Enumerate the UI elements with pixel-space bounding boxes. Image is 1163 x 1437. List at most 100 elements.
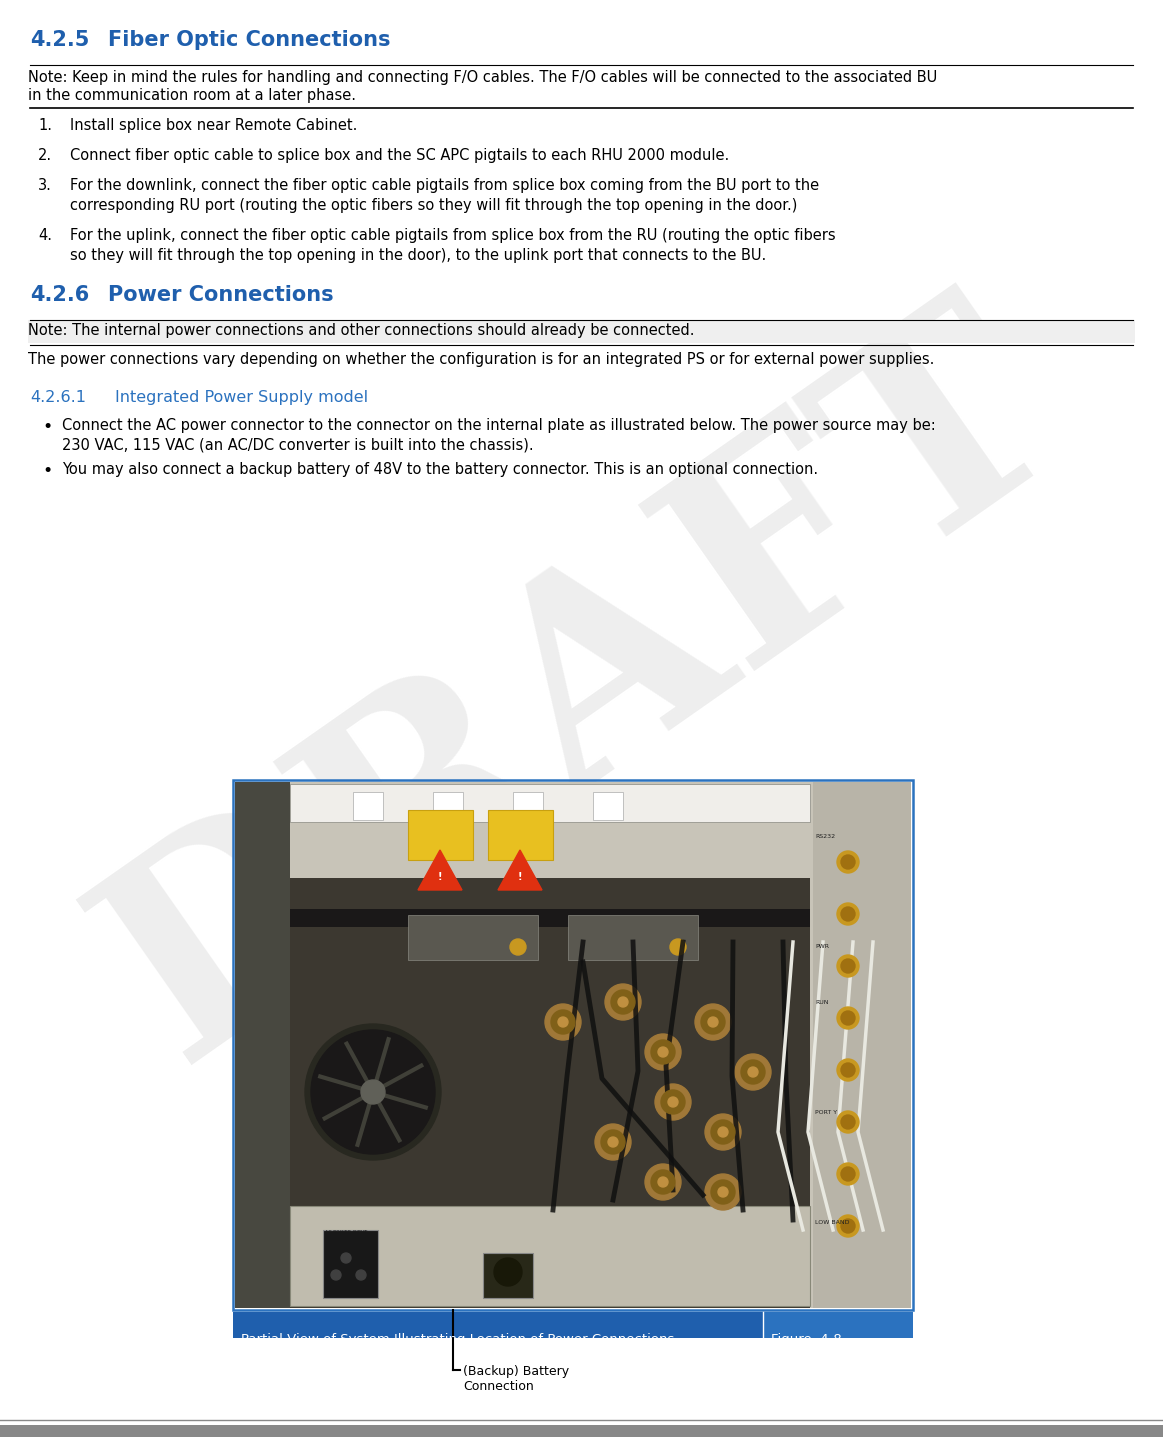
- Circle shape: [705, 1174, 741, 1210]
- Text: LOW BAND: LOW BAND: [815, 1220, 849, 1224]
- Text: For the downlink, connect the fiber optic cable pigtails from splice box coming : For the downlink, connect the fiber opti…: [70, 178, 819, 193]
- Text: corresponding RU port (routing the optic fibers so they will fit through the top: corresponding RU port (routing the optic…: [70, 198, 798, 213]
- Bar: [233, 1312, 763, 1338]
- Bar: [28, 320, 1135, 343]
- Text: so they will fit through the top opening in the door), to the uplink port that c: so they will fit through the top opening…: [70, 249, 766, 263]
- Text: 2.: 2.: [38, 148, 52, 162]
- Text: 230 VAC, 115 VAC (an AC/DC converter is built into the chassis).: 230 VAC, 115 VAC (an AC/DC converter is …: [62, 438, 534, 453]
- Circle shape: [837, 1059, 859, 1081]
- Text: Fiber Optic Connections: Fiber Optic Connections: [108, 30, 391, 50]
- Text: Partial View of System Illustrating Location of Power Connections: Partial View of System Illustrating Loca…: [241, 1334, 675, 1346]
- Bar: [568, 915, 698, 960]
- Circle shape: [718, 1127, 728, 1137]
- Circle shape: [655, 1083, 691, 1119]
- Circle shape: [511, 938, 526, 956]
- Circle shape: [558, 1017, 568, 1027]
- Text: You may also connect a backup battery of 48V to the battery connector. This is a: You may also connect a backup battery of…: [62, 463, 818, 477]
- Circle shape: [708, 1017, 718, 1027]
- Bar: [0, 1426, 1163, 1437]
- Circle shape: [645, 1164, 682, 1200]
- Circle shape: [841, 907, 855, 921]
- Text: Power Connections: Power Connections: [108, 285, 334, 305]
- Text: The power connections vary depending on whether the configuration is for an inte: The power connections vary depending on …: [28, 352, 934, 366]
- Circle shape: [711, 1119, 735, 1144]
- Bar: [290, 1206, 809, 1306]
- Bar: [408, 915, 538, 960]
- Bar: [290, 910, 809, 927]
- Text: •: •: [42, 418, 52, 435]
- Circle shape: [837, 1007, 859, 1029]
- Text: •: •: [42, 463, 52, 480]
- Text: 4.2.5: 4.2.5: [30, 30, 90, 50]
- Circle shape: [741, 1061, 765, 1083]
- Circle shape: [658, 1177, 668, 1187]
- Text: DRAFT: DRAFT: [58, 267, 1106, 1112]
- Polygon shape: [498, 851, 542, 890]
- Text: PWR: PWR: [815, 944, 829, 950]
- Circle shape: [748, 1068, 758, 1076]
- Bar: [323, 1230, 378, 1298]
- Circle shape: [670, 938, 686, 956]
- Circle shape: [841, 1167, 855, 1181]
- Circle shape: [341, 1253, 351, 1263]
- Text: CORNING: CORNING: [28, 1433, 233, 1437]
- Circle shape: [595, 1124, 632, 1160]
- Bar: [235, 782, 290, 1308]
- Bar: [433, 792, 463, 821]
- Circle shape: [361, 1081, 385, 1104]
- Bar: [290, 878, 809, 1308]
- Bar: [235, 782, 911, 1308]
- Circle shape: [605, 984, 641, 1020]
- Text: PORT Y: PORT Y: [815, 1109, 837, 1115]
- Text: 1.: 1.: [38, 118, 52, 134]
- Bar: [408, 810, 473, 859]
- Circle shape: [645, 1035, 682, 1071]
- Circle shape: [608, 1137, 618, 1147]
- Text: Connect fiber optic cable to splice box and the SC APC pigtails to each RHU 2000: Connect fiber optic cable to splice box …: [70, 148, 729, 162]
- Circle shape: [601, 1129, 625, 1154]
- Circle shape: [545, 1004, 582, 1040]
- Text: AC POWER INPUT
110/230 VAC: AC POWER INPUT 110/230 VAC: [324, 1230, 368, 1240]
- Bar: [763, 1312, 913, 1338]
- Text: in the communication room at a later phase.: in the communication room at a later pha…: [28, 88, 356, 103]
- Text: RS232: RS232: [815, 835, 835, 839]
- Circle shape: [735, 1053, 771, 1091]
- Circle shape: [356, 1270, 366, 1280]
- Circle shape: [705, 1114, 741, 1150]
- Text: !: !: [437, 872, 442, 882]
- Circle shape: [841, 1063, 855, 1076]
- Text: Note: Keep in mind the rules for handling and connecting F/O cables. The F/O cab: Note: Keep in mind the rules for handlin…: [28, 70, 937, 85]
- Text: Note: The internal power connections and other connections should already be con: Note: The internal power connections and…: [28, 323, 694, 338]
- Circle shape: [841, 855, 855, 869]
- Circle shape: [611, 990, 635, 1015]
- Text: Connect the AC power connector to the connector on the internal plate as illustr: Connect the AC power connector to the co…: [62, 418, 936, 433]
- Circle shape: [841, 1012, 855, 1025]
- Text: For the uplink, connect the fiber optic cable pigtails from splice box from the : For the uplink, connect the fiber optic …: [70, 228, 836, 243]
- Text: (Backup) Battery
Connection: (Backup) Battery Connection: [463, 1365, 569, 1392]
- Bar: [290, 785, 809, 822]
- Circle shape: [494, 1257, 522, 1286]
- Circle shape: [837, 1111, 859, 1132]
- Circle shape: [651, 1040, 675, 1063]
- Circle shape: [837, 1216, 859, 1237]
- Circle shape: [711, 1180, 735, 1204]
- Circle shape: [837, 902, 859, 925]
- Circle shape: [837, 956, 859, 977]
- Bar: [488, 810, 552, 859]
- Bar: [813, 782, 911, 1308]
- Circle shape: [695, 1004, 732, 1040]
- Circle shape: [841, 958, 855, 973]
- Circle shape: [311, 1030, 435, 1154]
- Circle shape: [331, 1270, 341, 1280]
- Circle shape: [658, 1048, 668, 1058]
- Bar: [513, 792, 543, 821]
- Text: Integrated Power Supply model: Integrated Power Supply model: [115, 389, 369, 405]
- Text: 3.: 3.: [38, 178, 52, 193]
- Bar: [483, 1253, 533, 1298]
- Polygon shape: [418, 851, 462, 890]
- Circle shape: [551, 1010, 575, 1035]
- Bar: [233, 780, 913, 1311]
- Circle shape: [618, 997, 628, 1007]
- Circle shape: [701, 1010, 725, 1035]
- Circle shape: [841, 1115, 855, 1129]
